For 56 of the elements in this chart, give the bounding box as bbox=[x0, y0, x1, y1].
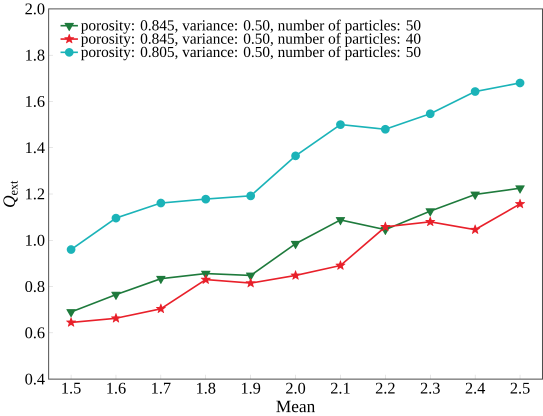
point bbox=[66, 309, 76, 318]
point bbox=[201, 194, 210, 204]
point bbox=[111, 313, 121, 323]
y-tick-label: 0.8 bbox=[25, 281, 44, 292]
x-tick-label: 2.3 bbox=[420, 382, 440, 394]
y-tick-label: 0.4 bbox=[25, 374, 45, 385]
point bbox=[66, 245, 76, 254]
point bbox=[246, 272, 256, 282]
x-tick-label: 2.4 bbox=[466, 382, 486, 394]
x-tick-label: 1.5 bbox=[62, 382, 81, 394]
point bbox=[470, 192, 480, 200]
y-tick-label: 1.0 bbox=[26, 234, 44, 246]
x-tick-label: 2.1 bbox=[330, 382, 350, 394]
point bbox=[246, 192, 256, 200]
point bbox=[291, 152, 300, 160]
point bbox=[380, 222, 390, 232]
point bbox=[156, 276, 166, 284]
point bbox=[200, 274, 211, 284]
point bbox=[515, 186, 525, 194]
point bbox=[290, 241, 300, 250]
point bbox=[470, 224, 480, 234]
point bbox=[336, 217, 346, 226]
legend-label: porosity: 0.805, variance: 0.50, number of particles: 50 bbox=[81, 46, 420, 60]
y-tick-label: 1.2 bbox=[26, 188, 44, 200]
x-tick-label: 2.5 bbox=[510, 382, 530, 394]
legend-label: porosity: 0.845, variance: 0.50, number of particles: 40 bbox=[81, 33, 420, 48]
point bbox=[516, 78, 524, 88]
point bbox=[112, 214, 120, 223]
point bbox=[66, 317, 76, 327]
point bbox=[246, 278, 256, 288]
x-tick-label: 1.8 bbox=[197, 382, 216, 394]
point bbox=[380, 125, 390, 134]
point bbox=[425, 216, 436, 226]
point bbox=[156, 198, 166, 208]
legend-label: porosity: 0.845, variance: 0.50, number of particles: 50 bbox=[81, 20, 420, 34]
y-axis-title: Q$_{ext}$ bbox=[3, 180, 18, 208]
x-tick-label: 1.7 bbox=[152, 382, 171, 394]
point bbox=[426, 208, 435, 217]
x-axis-title: Mean bbox=[276, 400, 316, 412]
y-tick-label: 2.0 bbox=[25, 4, 44, 15]
point bbox=[111, 292, 121, 300]
y-tick-label: 1.4 bbox=[26, 142, 45, 154]
y-tick-label: 1.8 bbox=[26, 50, 44, 61]
point bbox=[426, 110, 435, 118]
point bbox=[470, 87, 480, 96]
point bbox=[515, 198, 525, 208]
x-tick-label: 1.9 bbox=[242, 382, 260, 394]
x-tick-label: 2.0 bbox=[286, 382, 306, 394]
x-tick-label: 2.2 bbox=[376, 382, 395, 394]
y-tick-label: 1.6 bbox=[26, 96, 45, 108]
y-tick-label: 0.6 bbox=[25, 327, 45, 339]
point bbox=[336, 260, 346, 270]
point bbox=[336, 120, 345, 130]
point bbox=[290, 270, 301, 280]
x-tick-label: 1.6 bbox=[107, 382, 126, 394]
point bbox=[156, 304, 166, 314]
